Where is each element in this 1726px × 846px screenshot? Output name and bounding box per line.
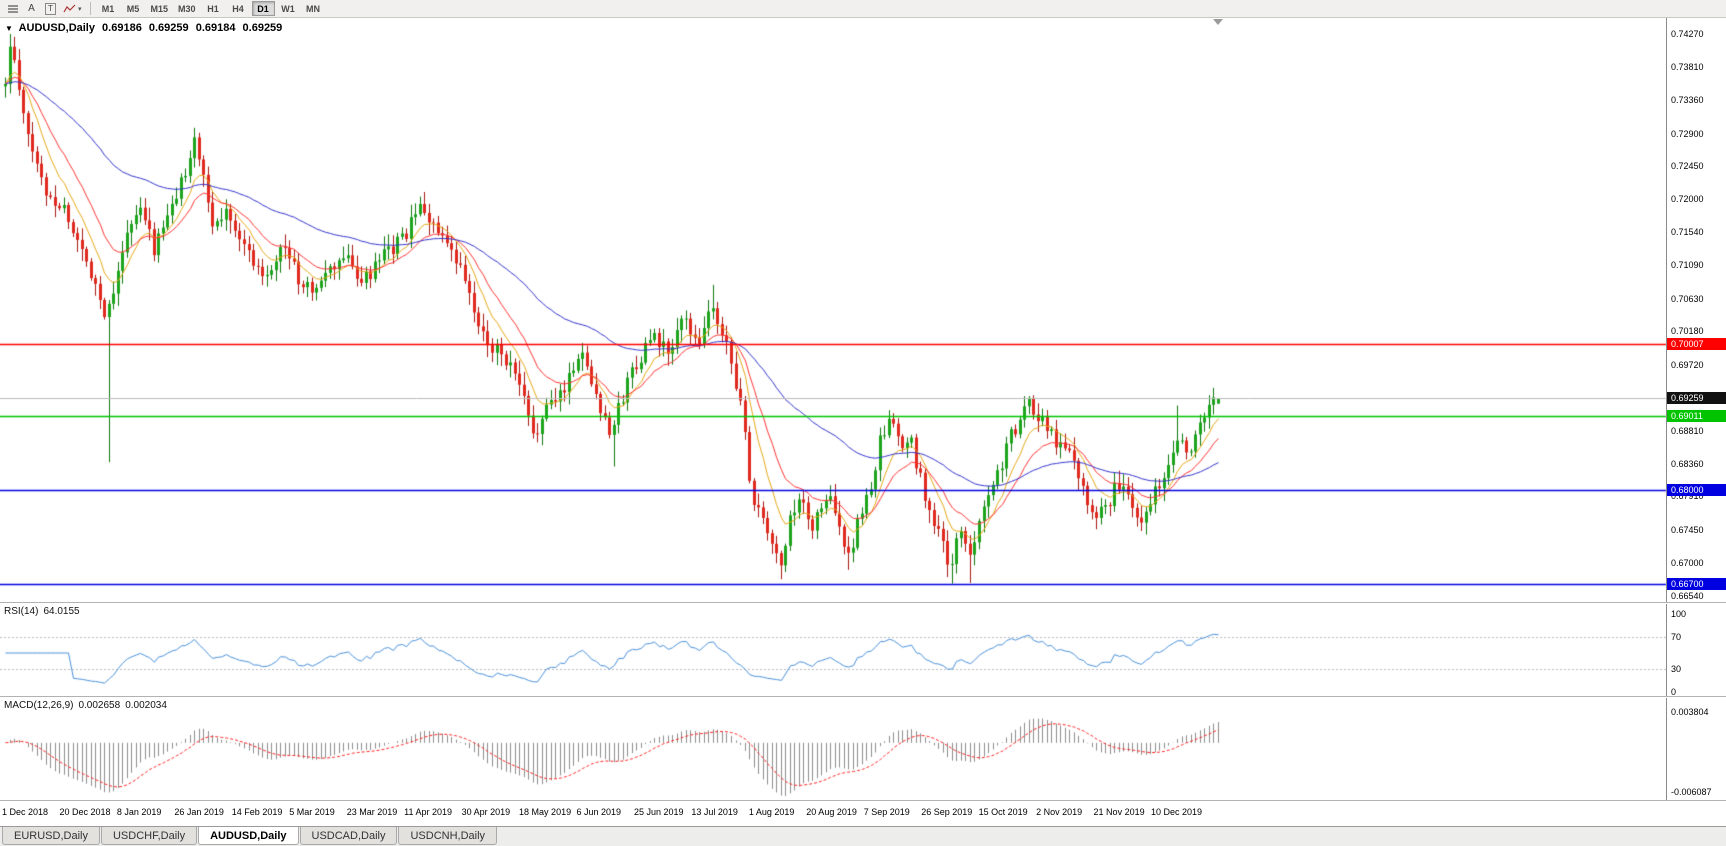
zigzag-tool-button[interactable]: ▾ xyxy=(60,1,85,16)
y-axis-tick: 0.74270 xyxy=(1671,29,1704,39)
x-axis-date-label: 1 Dec 2018 xyxy=(2,807,49,817)
y-axis-tick: 0.72000 xyxy=(1671,194,1704,205)
rsi-axis-tick: 0 xyxy=(1671,687,1677,697)
y-axis-tick: 0.71540 xyxy=(1671,227,1704,238)
x-axis-date-label: 26 Sep 2019 xyxy=(921,807,973,817)
symbol-dropdown-icon[interactable]: ▼ xyxy=(5,24,13,33)
y-axis-tick: 0.66540 xyxy=(1671,590,1704,601)
x-axis-date-label: 2 Nov 2019 xyxy=(1036,807,1083,817)
y-axis-tick: 0.73360 xyxy=(1671,95,1704,106)
chart-tab-audusd-daily[interactable]: AUDUSD,Daily xyxy=(198,827,299,845)
x-axis-date-label: 11 Apr 2019 xyxy=(404,807,453,817)
macd-panel-separator[interactable] xyxy=(0,696,1726,698)
hline-price-tag-0.68000: 0.68000 xyxy=(1667,483,1726,496)
chart-tab-usdchf-daily[interactable]: USDCHF,Daily xyxy=(100,827,198,845)
text-label-tool-button[interactable]: A xyxy=(28,3,35,14)
macd-axis-tick: -0.006087 xyxy=(1671,787,1712,798)
y-axis-tick: 0.71090 xyxy=(1671,260,1704,271)
timeframe-button-m15[interactable]: M15 xyxy=(150,3,169,14)
y-axis-tick: 0.70180 xyxy=(1671,326,1704,337)
ohlc-low: 0.69184 xyxy=(195,22,236,34)
y-axis-tick: 0.67910 xyxy=(1671,491,1704,502)
y-axis-tick: 0.72450 xyxy=(1671,161,1704,172)
timeframe-button-d1[interactable]: D1 xyxy=(251,1,275,16)
x-axis-date-label: 21 Nov 2019 xyxy=(1093,807,1145,817)
x-axis-date-label: 18 May 2019 xyxy=(519,807,572,817)
chart-tab-bar: EURUSD,Daily USDCHF,Daily AUDUSD,Daily USDC… xyxy=(0,826,1726,846)
y-axis-tick: 0.68810 xyxy=(1671,425,1704,436)
dropdown-caret-icon: ▾ xyxy=(78,5,82,13)
price-axis-border xyxy=(1666,18,1667,802)
bid-price-tag: 0.69259 xyxy=(1667,392,1726,405)
rsi-axis-tick: 70 xyxy=(1671,632,1682,643)
hline-price-tag-0.69011: 0.69011 xyxy=(1667,410,1726,423)
macd-signal-value: 0.002034 xyxy=(125,700,167,711)
x-axis-date-label: 13 Jul 2019 xyxy=(691,807,738,817)
chart-tab-usdcad-daily[interactable]: USDCAD,Daily xyxy=(299,827,398,845)
timeframe-button-h4[interactable]: H4 xyxy=(232,3,244,14)
chart-shift-marker[interactable] xyxy=(1213,19,1223,25)
timeframe-button-w1[interactable]: W1 xyxy=(281,3,295,14)
timeframe-button-h1[interactable]: H1 xyxy=(207,3,219,14)
hline-price-tag-0.70007: 0.70007 xyxy=(1667,337,1726,350)
macd-name: MACD(12,26,9) xyxy=(4,700,74,711)
chart-title: ▼ AUDUSD,Daily 0.69186 0.69259 0.69184 0… xyxy=(5,22,286,34)
timeframe-button-group: M1 M5 M15 M30 H1 H4 D1 W1 MN xyxy=(96,1,326,16)
x-axis-date-label: 8 Jan 2019 xyxy=(116,807,162,817)
macd-label: MACD(12,26,9) 0.002658 0.002034 xyxy=(4,700,172,711)
x-axis-date-label: 15 Oct 2019 xyxy=(978,807,1028,817)
x-axis-date-label: 1 Aug 2019 xyxy=(748,807,795,817)
ohlc-high: 0.69259 xyxy=(148,22,189,34)
timeframe-button-m30[interactable]: M30 xyxy=(178,3,196,14)
timeframe-button-m1[interactable]: M1 xyxy=(101,3,115,14)
x-axis-date-label: 6 Jun 2019 xyxy=(576,807,622,817)
rsi-axis-tick: 100 xyxy=(1671,609,1687,619)
chart-title-symbol: AUDUSD,Daily xyxy=(18,22,95,34)
y-axis-tick: 0.72900 xyxy=(1671,128,1704,139)
rsi-label: RSI(14) 64.0155 xyxy=(4,606,85,617)
y-axis-tick: 0.69720 xyxy=(1671,359,1704,370)
chart-tab-usdcnh-daily[interactable]: USDCNH,Daily xyxy=(398,827,498,845)
chart-tab-eurusd-daily[interactable]: EURUSD,Daily xyxy=(2,827,100,845)
rsi-value: 64.0155 xyxy=(43,606,80,617)
x-axis-date-label: 25 Jun 2019 xyxy=(633,807,684,817)
x-axis-date-label: 20 Dec 2018 xyxy=(59,807,111,817)
rsi-name: RSI(14) xyxy=(4,606,39,617)
x-axis-date-label: 30 Apr 2019 xyxy=(461,807,511,817)
rsi-panel-separator[interactable] xyxy=(0,602,1726,604)
x-axis-date-label: 20 Aug 2019 xyxy=(806,807,857,817)
x-axis-date-label: 23 Mar 2019 xyxy=(346,807,398,817)
ohlc-open: 0.69186 xyxy=(102,22,142,34)
y-axis-tick: 0.68360 xyxy=(1671,458,1704,469)
text-box-tool-button[interactable]: T xyxy=(41,1,60,16)
x-axis-date-label: 10 Dec 2019 xyxy=(1151,807,1203,817)
rsi-axis-tick: 30 xyxy=(1671,663,1682,674)
x-axis-date-label: 14 Feb 2019 xyxy=(231,807,283,817)
text-box-tool-glyph: T xyxy=(45,2,56,15)
x-axis-date-label: 5 Mar 2019 xyxy=(289,807,335,817)
timeframe-button-m5[interactable]: M5 xyxy=(126,3,140,14)
y-axis-tick: 0.67000 xyxy=(1671,557,1704,568)
hline-price-tag-0.66700: 0.66700 xyxy=(1667,578,1726,591)
timeframe-button-mn[interactable]: MN xyxy=(306,3,321,14)
date-axis-separator xyxy=(0,800,1726,802)
x-axis-date-label: 26 Jan 2019 xyxy=(174,807,224,817)
x-axis-date-label: 7 Sep 2019 xyxy=(863,807,910,817)
y-axis-tick: 0.73810 xyxy=(1671,62,1704,73)
y-axis-tick: 0.67450 xyxy=(1671,524,1704,535)
y-axis-tick: 0.70630 xyxy=(1671,293,1704,304)
macd-axis-tick: 0.003804 xyxy=(1671,707,1709,718)
toolbar-separator xyxy=(89,2,91,15)
macd-main-value: 0.002658 xyxy=(78,700,121,711)
line-studies-icon[interactable] xyxy=(3,1,22,16)
ohlc-close: 0.69259 xyxy=(242,22,283,34)
toolbar: A T ▾ M1 M5 M15 M30 H1 H4 D1 W1 MN xyxy=(0,0,1726,18)
